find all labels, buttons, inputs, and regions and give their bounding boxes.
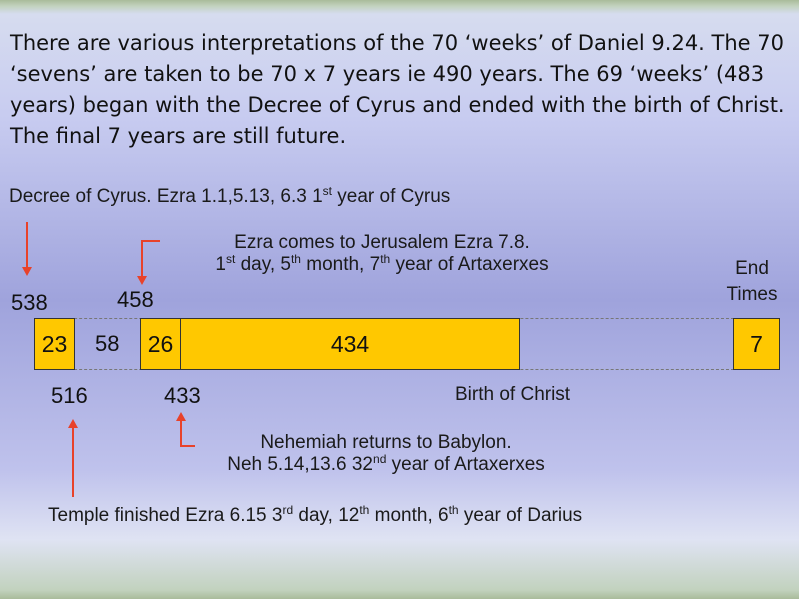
temple-arrowhead: [68, 419, 78, 428]
segment-23: 23: [34, 318, 75, 370]
segment-26: 26: [140, 318, 181, 370]
year-538: 538: [11, 290, 48, 315]
intro-paragraph: There are various interpretations of the…: [10, 31, 785, 148]
segment-58: 58: [95, 331, 120, 356]
year-433: 433: [164, 383, 201, 408]
segment-7: 7: [733, 318, 780, 370]
segment-434: 434: [180, 318, 520, 370]
decree-arrowhead: [22, 267, 32, 276]
ezra-down-arrow: [141, 240, 160, 279]
nehemiah-arrowhead: [176, 412, 186, 421]
year-516: 516: [51, 383, 88, 408]
nehemiah-label: Nehemiah returns to Babylon. Neh 5.14,13…: [227, 432, 545, 475]
temple-finished-label: Temple finished Ezra 6.15 3rd day, 12th …: [48, 503, 583, 526]
birth-of-christ-label: Birth of Christ: [455, 384, 571, 405]
nehemiah-up-arrow: [180, 418, 195, 447]
end-times-label: End Times: [726, 258, 778, 305]
decree-of-cyrus-label: Decree of Cyrus. Ezra 1.1,5.13, 6.3 1st …: [9, 184, 451, 207]
year-458: 458: [117, 287, 154, 312]
ezra-arrowhead: [137, 276, 147, 285]
ezra-label: Ezra comes to Jerusalem Ezra 7.8. 1st da…: [215, 232, 549, 275]
